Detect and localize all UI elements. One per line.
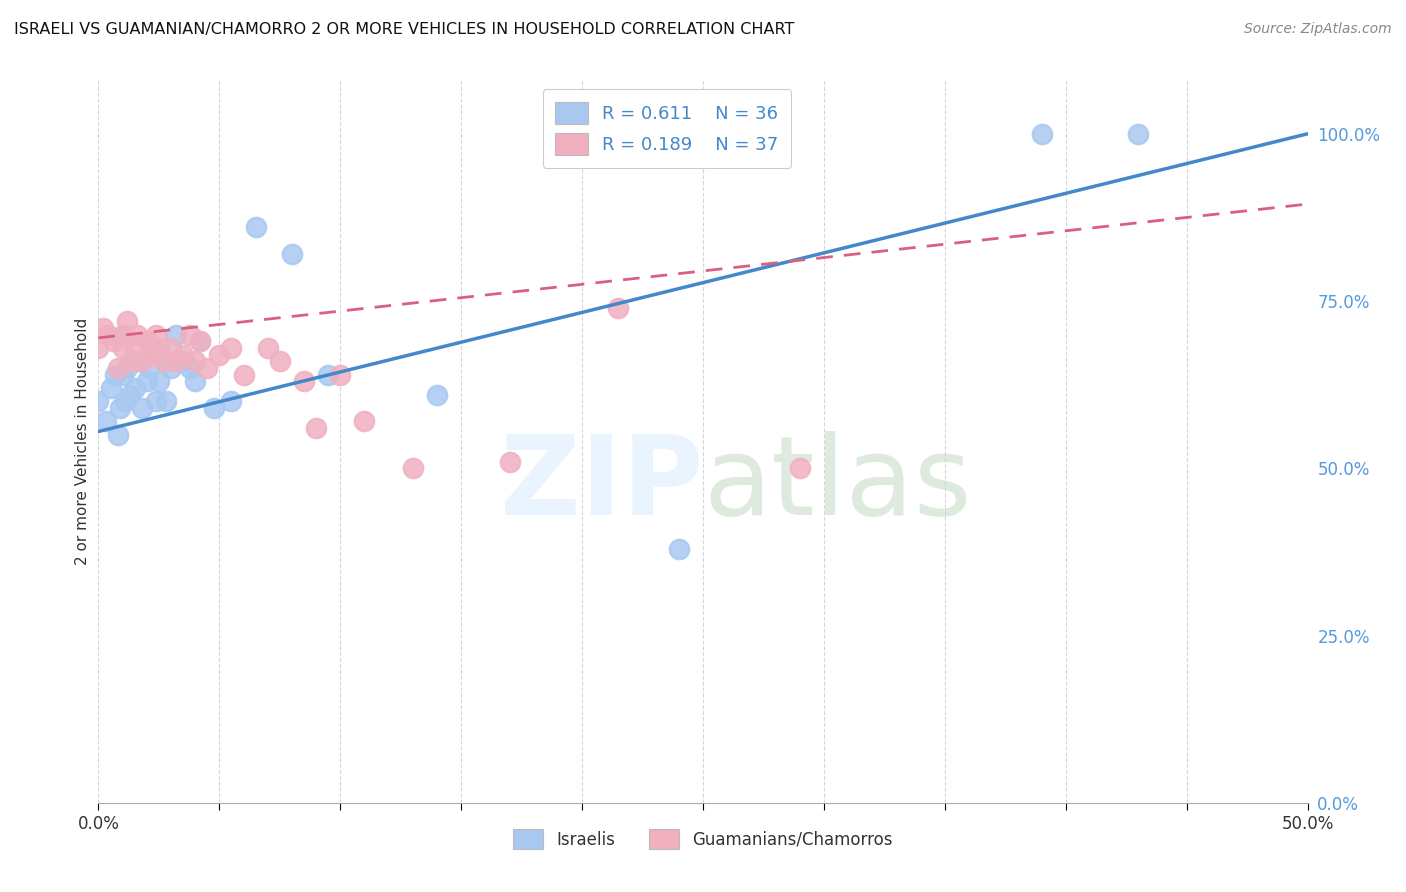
Point	[172, 348, 194, 362]
Point	[124, 341, 146, 355]
Point	[100, 381, 122, 395]
Point	[107, 361, 129, 376]
Point	[97, 327, 120, 342]
Point	[184, 375, 207, 389]
Point	[195, 361, 218, 376]
Point	[160, 341, 183, 355]
Point	[789, 461, 811, 475]
Point	[117, 361, 139, 376]
Point	[114, 394, 136, 409]
Point	[184, 354, 207, 368]
Point	[188, 334, 211, 349]
Point	[204, 401, 226, 416]
Point	[111, 327, 134, 342]
Point	[107, 427, 129, 442]
Point	[87, 394, 110, 409]
Point	[114, 327, 136, 342]
Text: ISRAELI VS GUAMANIAN/CHAMORRO 2 OR MORE VEHICLES IN HOUSEHOLD CORRELATION CHART: ISRAELI VS GUAMANIAN/CHAMORRO 2 OR MORE …	[14, 22, 794, 37]
Point	[108, 401, 131, 416]
Point	[101, 334, 124, 349]
Point	[148, 375, 170, 389]
Point	[269, 354, 291, 368]
Point	[145, 327, 167, 342]
Point	[172, 354, 194, 368]
Point	[245, 220, 267, 235]
Point	[165, 327, 187, 342]
Point	[292, 375, 315, 389]
Point	[135, 375, 157, 389]
Point	[160, 361, 183, 376]
Point	[127, 354, 149, 368]
Text: Source: ZipAtlas.com: Source: ZipAtlas.com	[1244, 22, 1392, 37]
Point	[1031, 127, 1053, 141]
Point	[121, 354, 143, 368]
Point	[256, 341, 278, 355]
Point	[155, 394, 177, 409]
Point	[426, 387, 449, 401]
Point	[135, 334, 157, 349]
Point	[131, 354, 153, 368]
Point	[87, 341, 110, 355]
Text: ZIP: ZIP	[499, 432, 703, 539]
Point	[141, 348, 163, 362]
Point	[91, 321, 114, 335]
Point	[150, 348, 173, 362]
Legend: Israelis, Guamanians/Chamorros: Israelis, Guamanians/Chamorros	[503, 819, 903, 860]
Point	[111, 341, 134, 355]
Point	[353, 414, 375, 429]
Point	[145, 394, 167, 409]
Point	[305, 421, 328, 435]
Point	[188, 334, 211, 349]
Point	[316, 368, 339, 382]
Point	[668, 541, 690, 556]
Point	[124, 381, 146, 395]
Point	[94, 414, 117, 429]
Point	[179, 361, 201, 376]
Point	[208, 348, 231, 362]
Point	[111, 368, 134, 382]
Point	[138, 361, 160, 376]
Point	[221, 394, 243, 409]
Point	[117, 314, 139, 328]
Point	[118, 387, 141, 401]
Point	[152, 354, 174, 368]
Point	[232, 368, 254, 382]
Point	[141, 341, 163, 355]
Point	[607, 301, 630, 315]
Y-axis label: 2 or more Vehicles in Household: 2 or more Vehicles in Household	[75, 318, 90, 566]
Point	[281, 247, 304, 261]
Point	[131, 401, 153, 416]
Point	[329, 368, 352, 382]
Point	[179, 327, 201, 342]
Point	[1128, 127, 1150, 141]
Point	[165, 354, 187, 368]
Point	[402, 461, 425, 475]
Text: atlas: atlas	[703, 432, 972, 539]
Point	[498, 455, 520, 469]
Point	[221, 341, 243, 355]
Point	[148, 341, 170, 355]
Point	[127, 327, 149, 342]
Point	[104, 368, 127, 382]
